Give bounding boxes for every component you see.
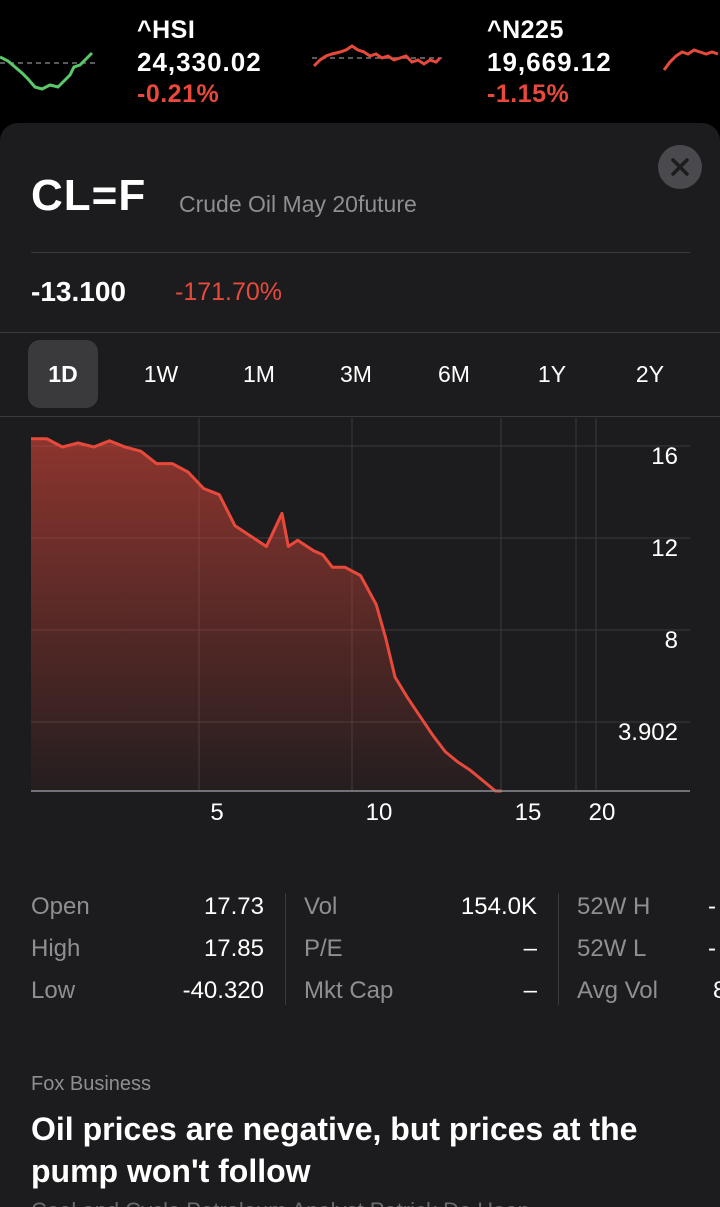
stat-mktcap-label: Mkt Cap [304, 977, 394, 1004]
range-6m[interactable]: 6M [438, 361, 470, 387]
close-icon [671, 158, 689, 176]
stat-52wl-label: 52W L [577, 935, 647, 962]
quote-card: CL=F Crude Oil May 20future -13.100 -171… [0, 123, 720, 1207]
price-divider [0, 332, 720, 333]
stats-grid: Open 17.73 High 17.85 Low -40.320 Vol 15… [0, 893, 720, 1023]
header-divider [31, 252, 690, 253]
ticker-symbol: ^N225 [487, 16, 564, 44]
price-chart[interactable]: 16 12 8 3.902 5 10 15 20 [0, 418, 720, 838]
chart-area [31, 438, 502, 791]
sparkline-n225 [662, 48, 719, 71]
news-snippet: Coal and Cycle Petroleum Analyst Patrick… [31, 1198, 530, 1207]
range-2y[interactable]: 2Y [635, 361, 665, 387]
ticker-strip[interactable]: ^HSI 24,330.02 -0.21% ^N225 19,669.12 -1… [0, 0, 720, 125]
stat-vol-label: Vol [304, 893, 338, 920]
ticker-n225[interactable]: ^N225 19,669.12 -1.15% [487, 16, 612, 109]
chart-line [31, 437, 502, 793]
range-divider [0, 416, 720, 417]
stat-avgvol-value: 8 [713, 977, 720, 1004]
y-tick-label: 8 [665, 627, 678, 654]
range-1d[interactable]: 1D [28, 340, 98, 408]
x-tick-label: 20 [589, 799, 616, 826]
stat-52wl-value: - [708, 935, 716, 962]
ticker-hsi[interactable]: ^HSI 24,330.02 -0.21% [137, 16, 262, 109]
stat-mktcap-value: – [523, 977, 537, 1004]
ticker-symbol: ^HSI [137, 16, 196, 44]
sparkline-left [0, 51, 95, 91]
stat-avgvol-label: Avg Vol [577, 977, 658, 1004]
quote-name: Crude Oil May 20future [179, 191, 417, 217]
y-tick-label: 3.902 [618, 719, 678, 746]
ticker-price: 24,330.02 [137, 47, 262, 77]
range-selector: 1D 1W 1M 3M 6M 1Y 2Y [28, 340, 698, 408]
ticker-price: 19,669.12 [487, 47, 612, 77]
stat-pe-value: – [523, 935, 537, 962]
y-tick-label: 16 [651, 443, 678, 470]
stats-divider [285, 893, 286, 1005]
stat-high-label: High [31, 935, 81, 962]
ticker-change: -0.21% [137, 80, 220, 108]
stat-open-label: Open [31, 893, 90, 920]
stat-low-label: Low [31, 977, 76, 1004]
quote-price: -13.100 [31, 276, 126, 307]
stat-52wh-label: 52W H [577, 893, 651, 920]
x-tick-label: 15 [515, 799, 542, 826]
news-headline[interactable]: Oil prices are negative, but prices at t… [31, 1111, 638, 1189]
stat-high-value: 17.85 [203, 935, 264, 962]
range-1m[interactable]: 1M [243, 361, 275, 387]
range-3m[interactable]: 3M [340, 361, 372, 387]
stat-52wh-value: - [708, 893, 716, 920]
x-tick-label: 5 [210, 799, 223, 826]
y-tick-label: 12 [651, 535, 678, 562]
stats-divider [558, 893, 559, 1005]
sparkline-hsi [312, 44, 442, 68]
quote-change: -171.70% [175, 278, 283, 306]
news-source: Fox Business [31, 1073, 152, 1095]
range-1w[interactable]: 1W [143, 361, 179, 387]
quote-symbol: CL=F [31, 171, 147, 220]
range-1y[interactable]: 1Y [537, 361, 567, 387]
x-tick-label: 10 [366, 799, 393, 826]
ticker-change: -1.15% [487, 80, 570, 108]
close-button[interactable] [658, 145, 702, 189]
stat-pe-label: P/E [304, 935, 343, 962]
stat-low-value: -40.320 [182, 977, 264, 1004]
stat-vol-value: 154.0K [460, 893, 537, 920]
stat-open-value: 17.73 [203, 893, 264, 920]
